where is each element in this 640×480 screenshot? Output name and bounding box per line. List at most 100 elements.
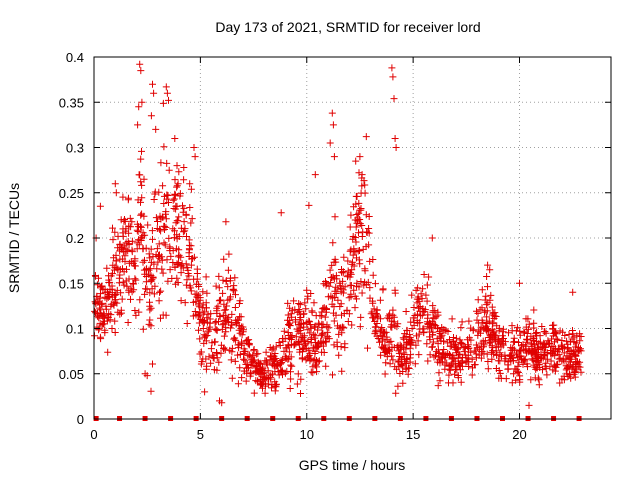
data-point — [551, 367, 559, 375]
data-point — [202, 365, 210, 373]
x-tick-label: 5 — [197, 427, 204, 442]
data-point — [231, 357, 239, 365]
data-point — [127, 258, 135, 266]
data-point — [436, 330, 444, 337]
data-point — [467, 336, 475, 344]
data-point — [531, 374, 539, 382]
data-point — [112, 290, 120, 298]
data-point — [302, 340, 310, 348]
data-point — [172, 280, 180, 288]
data-point — [193, 265, 201, 273]
data-point — [117, 216, 125, 224]
data-point — [297, 375, 305, 383]
data-point — [154, 218, 161, 225]
data-point — [365, 241, 373, 249]
data-point — [97, 284, 105, 292]
data-point — [527, 376, 535, 384]
data-point — [499, 335, 507, 342]
data-point — [516, 331, 524, 339]
data-point — [215, 284, 223, 292]
data-point — [187, 185, 195, 193]
data-point — [153, 245, 161, 253]
data-point — [447, 361, 455, 369]
chart-title: Day 173 of 2021, SRMTID for receiver lor… — [215, 19, 480, 35]
data-point — [240, 367, 248, 375]
data-point — [191, 290, 199, 298]
data-point — [200, 318, 208, 326]
data-point — [187, 287, 195, 295]
data-point — [360, 177, 368, 185]
data-point — [328, 300, 336, 308]
data-point — [419, 325, 427, 333]
data-point — [388, 64, 396, 72]
data-point — [474, 296, 482, 304]
data-point — [97, 301, 105, 309]
data-point — [488, 303, 496, 311]
data-point — [491, 309, 499, 317]
data-point — [146, 316, 154, 324]
data-point — [293, 380, 301, 388]
data-point — [295, 300, 303, 307]
data-point — [207, 359, 215, 367]
data-point — [138, 194, 146, 202]
data-point — [381, 349, 389, 356]
data-point — [349, 235, 357, 243]
data-point — [388, 343, 396, 351]
data-point — [143, 372, 151, 380]
data-point — [541, 328, 549, 335]
data-point — [325, 335, 333, 343]
data-point — [166, 266, 174, 274]
data-point — [504, 358, 512, 366]
data-point — [306, 329, 314, 337]
data-point — [302, 305, 310, 313]
data-point — [269, 344, 277, 352]
data-point — [483, 301, 491, 309]
data-point — [390, 313, 398, 321]
data-point — [366, 294, 374, 302]
data-point — [577, 368, 585, 376]
data-point — [507, 352, 515, 360]
data-point — [521, 329, 528, 337]
data-point — [486, 266, 494, 274]
data-point — [153, 265, 161, 273]
data-point — [532, 358, 540, 365]
data-point — [573, 339, 581, 347]
data-point — [331, 294, 339, 301]
data-point — [220, 306, 228, 314]
data-point — [215, 358, 223, 366]
data-point — [541, 340, 549, 348]
data-point — [192, 280, 200, 288]
data-point — [338, 329, 346, 337]
data-point — [126, 214, 134, 222]
data-point — [577, 333, 585, 340]
data-point — [424, 357, 432, 365]
data-point — [238, 374, 246, 382]
data-point — [354, 247, 362, 255]
data-point — [416, 304, 424, 312]
data-point — [119, 193, 127, 201]
data-point — [157, 287, 165, 295]
data-point — [530, 324, 538, 332]
data-point — [319, 321, 327, 329]
data-point — [570, 333, 578, 341]
data-point — [568, 365, 576, 373]
data-point — [412, 286, 420, 294]
data-point — [105, 272, 112, 280]
data-point — [510, 334, 518, 342]
data-point — [149, 80, 156, 88]
data-point — [288, 362, 296, 370]
data-point — [99, 320, 107, 328]
data-point — [202, 273, 210, 281]
data-point — [144, 221, 152, 229]
data-point — [200, 308, 208, 316]
data-point — [235, 300, 243, 307]
data-point — [509, 357, 517, 365]
data-point — [334, 285, 342, 293]
data-point — [190, 253, 198, 261]
data-point — [250, 347, 258, 355]
data-point — [264, 367, 272, 375]
data-point — [125, 194, 132, 202]
data-point — [137, 222, 144, 230]
data-point — [398, 353, 406, 360]
data-point — [137, 178, 145, 186]
